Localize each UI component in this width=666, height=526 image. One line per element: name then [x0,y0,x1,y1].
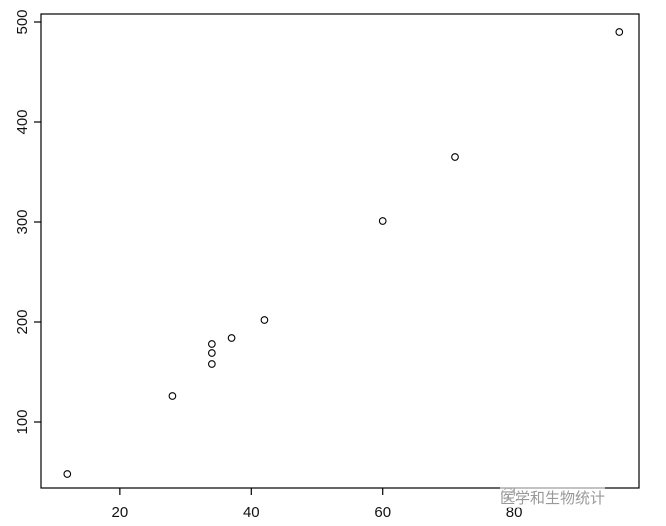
y-axis: 100 200 300 400 500 [14,9,41,435]
plot-frame [40,13,640,489]
x-tick-label: 20 [112,504,129,521]
y-tick-label: 500 [14,9,31,34]
data-point [168,392,177,400]
y-tick-label: 100 [14,409,31,434]
y-tick-label: 300 [14,209,31,234]
watermark: 医学和生物统计 [500,487,606,508]
data-point [208,340,216,348]
data-point [208,360,216,368]
x-axis: 20 40 60 80 [112,488,523,521]
y-tick-label: 200 [14,309,31,334]
watermark-text: 医学和生物统计 [500,489,606,507]
x-tick-label: 60 [374,504,391,521]
wechat-icon [501,488,519,502]
data-point [208,349,216,357]
data-point [615,28,624,36]
y-tick-label: 400 [14,109,31,134]
data-point [63,470,72,478]
x-tick-label: 40 [243,504,260,521]
data-point [227,334,236,342]
data-point [378,217,387,225]
data-points [63,28,624,478]
data-point [451,153,459,161]
data-point [260,316,269,324]
x-tick-label: 80 [506,504,523,521]
